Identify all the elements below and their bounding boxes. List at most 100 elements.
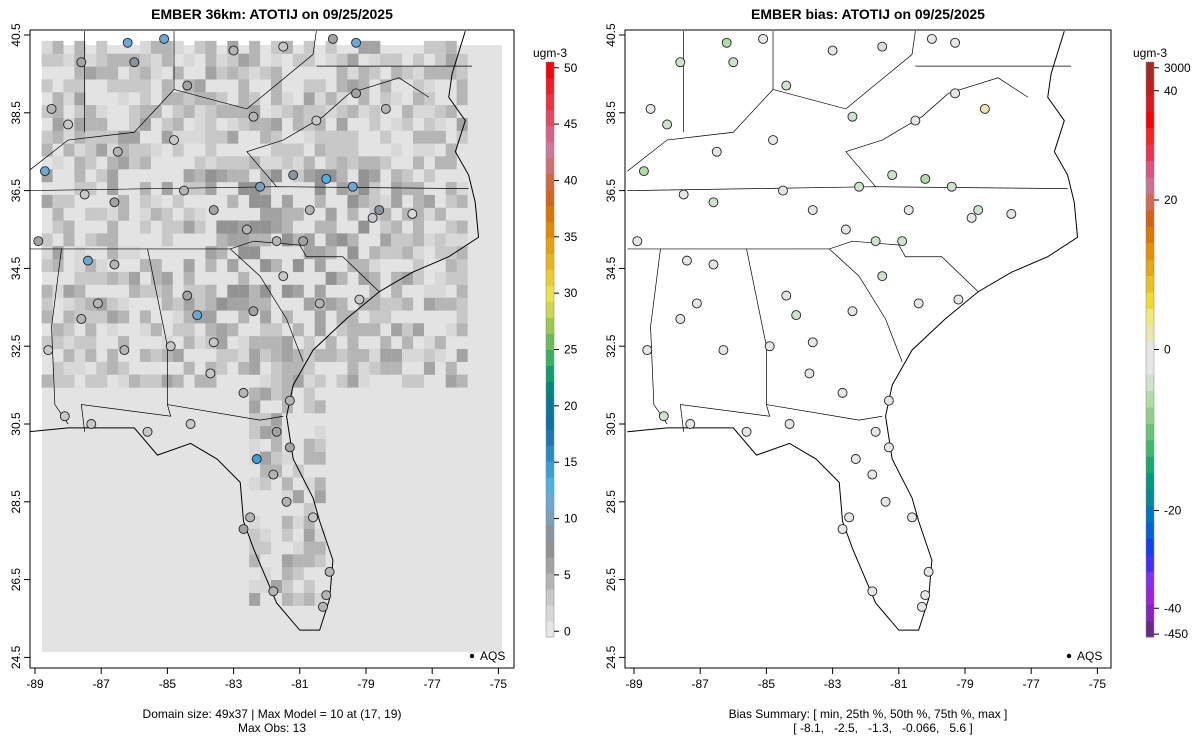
lat-tick-label: 32.5: [9, 334, 23, 358]
model-grid-cell: [227, 169, 239, 183]
state-border: [30, 89, 175, 171]
colorbar-swatch: [1146, 505, 1154, 523]
colorbar-swatch: [1146, 522, 1154, 539]
model-grid-cell: [85, 182, 97, 196]
model-grid-cell: [445, 105, 457, 119]
lat-tick-label: 24.5: [9, 645, 23, 669]
model-grid-cell: [303, 579, 315, 593]
model-grid-cell: [161, 336, 173, 350]
model-grid-cell: [260, 528, 272, 542]
plot-frame: [29, 29, 515, 669]
model-grid-cell: [249, 592, 261, 606]
colorbar-tick-label: 25: [564, 343, 578, 357]
model-grid-cell: [271, 348, 283, 362]
model-grid-cell: [227, 259, 239, 273]
lat-tick-label: 30.5: [9, 412, 23, 436]
model-grid-cell: [402, 66, 414, 80]
model-grid-cell: [281, 592, 293, 606]
model-grid-cell: [456, 323, 468, 337]
model-grid-cell: [391, 53, 403, 67]
model-grid-cell: [183, 220, 195, 234]
model-grid-cell: [52, 246, 64, 260]
model-grid-cell: [336, 53, 348, 67]
model-grid-cell: [96, 374, 108, 388]
station-marker: [807, 337, 818, 348]
model-grid-cell: [183, 259, 195, 273]
model-grid-cell: [380, 194, 392, 208]
station-marker: [854, 181, 865, 192]
model-grid-cell: [314, 92, 326, 106]
station-marker: [662, 119, 673, 130]
colorbar-swatch: [546, 493, 554, 510]
model-grid-cell: [456, 246, 468, 260]
model-grid-cell: [423, 297, 435, 311]
model-grid-cell: [183, 323, 195, 337]
station-marker: [178, 185, 189, 196]
station-marker: [645, 103, 656, 114]
model-grid-cell: [391, 169, 403, 183]
model-grid-cell: [41, 40, 53, 54]
model-grid-cell: [52, 156, 64, 170]
model-grid-cell: [172, 117, 184, 131]
model-grid-cell: [413, 66, 425, 80]
model-grid-cell: [63, 348, 75, 362]
lat-tick-label: 36.5: [604, 179, 618, 203]
station-marker: [837, 524, 848, 534]
station-marker: [304, 205, 315, 216]
station-marker: [887, 170, 898, 180]
model-grid-cell: [456, 117, 468, 131]
model-grid-cell: [41, 105, 53, 119]
model-grid-cell: [96, 310, 108, 324]
model-grid-cell: [325, 169, 337, 183]
model-grid-cell: [161, 79, 173, 93]
station-marker: [255, 181, 266, 192]
colorbar-swatch: [546, 349, 554, 366]
model-grid-cell: [172, 130, 184, 144]
station-marker: [907, 512, 917, 523]
model-grid-cell: [413, 207, 425, 221]
model-grid-cell: [413, 233, 425, 247]
model-grid-cell: [96, 271, 108, 285]
aqs-legend-label: AQS: [480, 649, 505, 663]
station-marker: [973, 205, 984, 216]
colorbar-tick-label: 10: [564, 512, 578, 526]
model-grid-cell: [260, 387, 272, 401]
model-grid-cell: [380, 156, 392, 170]
model-grid-cell: [445, 374, 457, 388]
model-grid-cell: [423, 40, 435, 54]
model-grid-cell: [96, 169, 108, 183]
lon-tick-label: -85: [159, 677, 177, 691]
model-grid-cell: [85, 117, 97, 131]
lon-tick-label: -79: [956, 677, 974, 691]
model-grid-cell: [172, 194, 184, 208]
left-map-title: EMBER 36km: ATOTIJ on 09/25/2025: [151, 6, 393, 22]
model-grid-cell: [271, 361, 283, 375]
station-marker: [658, 411, 669, 422]
state-border: [80, 248, 172, 432]
station-marker: [109, 197, 120, 208]
model-grid-cell: [314, 259, 326, 273]
model-grid-cell: [281, 336, 293, 350]
station-marker: [169, 135, 179, 145]
model-grid-cell: [391, 233, 403, 247]
model-grid-cell: [336, 143, 348, 157]
model-grid-cell: [445, 143, 457, 157]
model-grid-cell: [380, 310, 392, 324]
model-grid-cell: [369, 259, 381, 273]
model-grid-cell: [413, 53, 425, 67]
model-grid-cell: [150, 143, 162, 157]
model-grid-cell: [227, 156, 239, 170]
model-grid-cell: [74, 40, 86, 54]
model-grid-cell: [205, 105, 217, 119]
station-marker: [182, 80, 193, 91]
model-grid-cell: [129, 105, 141, 119]
model-grid-cell: [238, 66, 250, 80]
station-marker: [351, 88, 362, 99]
model-grid-cell: [325, 40, 337, 54]
model-grid-cell: [336, 66, 348, 80]
station-marker: [711, 146, 722, 157]
model-grid-cell: [52, 336, 64, 350]
station-marker: [708, 197, 719, 208]
model-grid-cell: [107, 130, 119, 144]
model-grid-cell: [347, 194, 359, 208]
